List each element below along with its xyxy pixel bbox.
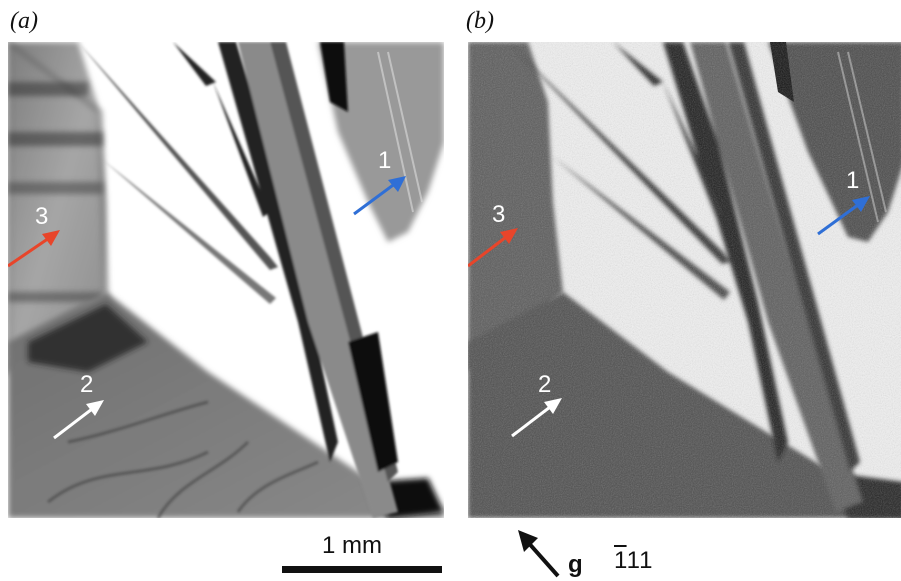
marker-3-arrow [8, 230, 60, 268]
panel-b-label: (b) [466, 8, 494, 34]
panel-a-label: (a) [10, 8, 38, 34]
marker-1-arrow [353, 176, 406, 216]
marker-1-label: 1 [846, 167, 859, 194]
marker-3-arrow [468, 228, 518, 268]
g-vector-label: g [568, 551, 583, 578]
marker-2-arrow [511, 398, 562, 438]
marker-2-arrow [53, 400, 104, 440]
marker-1-label: 1 [378, 147, 391, 174]
scale-bar [282, 566, 442, 573]
marker-3-label: 3 [492, 201, 505, 228]
miller-index: 111 [614, 547, 654, 575]
marker-2-label: 2 [80, 371, 93, 398]
marker-2-label: 2 [538, 371, 551, 398]
miller-index-bar-digit: 1 [614, 547, 627, 574]
topograph-image-a: 1 3 2 [8, 42, 444, 518]
g-vector-arrow-icon [518, 530, 560, 578]
topograph-image-b: 1 3 2 [468, 42, 901, 518]
scale-bar-label: 1 mm [322, 532, 382, 559]
marker-3-label: 3 [35, 203, 48, 230]
marker-1-arrow [817, 196, 870, 236]
miller-index-rest: 11 [626, 547, 654, 574]
